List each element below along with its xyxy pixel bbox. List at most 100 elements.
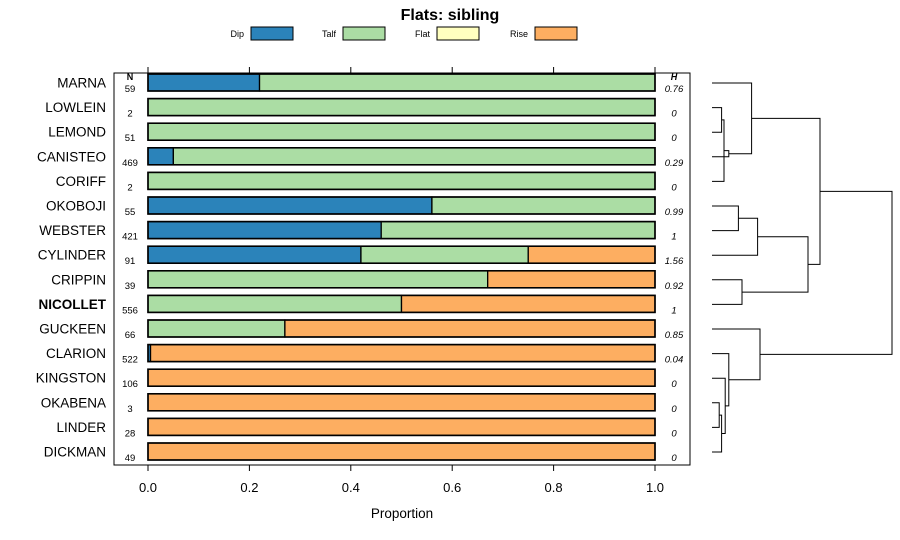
h-value-crippin: 0.92 bbox=[665, 281, 684, 292]
dendrogram-link-o bbox=[760, 190, 893, 355]
legend-label-dip: Dip bbox=[230, 29, 244, 39]
bar-webster-dip bbox=[147, 220, 382, 240]
bar-outline-guckeen bbox=[147, 319, 656, 338]
bar-outline-coriff bbox=[147, 171, 656, 191]
bar-guckeen-rise bbox=[284, 319, 656, 338]
bar-outline-clarion bbox=[147, 343, 656, 363]
legend-label-flat: Flat bbox=[415, 29, 431, 39]
bar-kingston-rise bbox=[147, 368, 656, 387]
n-value-linder: 28 bbox=[125, 428, 136, 439]
bar-dickman-rise bbox=[147, 442, 656, 461]
h-value-dickman: 0 bbox=[671, 453, 677, 464]
row-label-canisteo: CANISTEO bbox=[37, 149, 106, 164]
dendrogram bbox=[712, 82, 893, 453]
bar-outline-linder bbox=[147, 417, 656, 437]
row-label-okoboji: OKOBOJI bbox=[46, 199, 106, 214]
bar-okoboji-talf bbox=[431, 196, 656, 215]
plot-frame bbox=[113, 72, 691, 466]
bar-guckeen-talf bbox=[147, 319, 286, 338]
n-value-clarion: 522 bbox=[122, 355, 138, 366]
n-value-dickman: 49 bbox=[125, 453, 136, 464]
bar-outline-lowlein bbox=[147, 97, 656, 117]
bar-outline-kingston bbox=[147, 368, 656, 388]
bar-outline-dickman bbox=[147, 442, 656, 461]
legend-swatch-flat bbox=[436, 26, 480, 41]
h-value-webster: 1 bbox=[671, 232, 676, 243]
dendrogram-link-e bbox=[712, 205, 739, 232]
bar-outline-okoboji bbox=[147, 196, 656, 215]
n-value-lemond: 51 bbox=[125, 133, 136, 144]
row-label-webster: WEBSTER bbox=[39, 223, 106, 238]
bar-outline-lemond bbox=[147, 122, 656, 141]
n-value-kingston: 106 bbox=[122, 379, 138, 390]
bar-canisteo-talf bbox=[172, 147, 656, 166]
n-value-cylinder: 91 bbox=[125, 256, 136, 267]
bar-webster-talf bbox=[380, 220, 656, 240]
row-label-crippin: CRIPPIN bbox=[51, 272, 106, 287]
legend-swatch-talf bbox=[342, 26, 386, 41]
n-value-lowlein: 2 bbox=[127, 109, 132, 120]
legend-label-rise: Rise bbox=[510, 29, 528, 39]
row-label-dickman: DICKMAN bbox=[44, 445, 106, 460]
bar-nicollet-rise bbox=[400, 294, 656, 314]
x-tick-label-1-0: 1.0 bbox=[646, 480, 664, 495]
dendrogram-link-i bbox=[751, 117, 821, 265]
legend-swatch-rise bbox=[534, 26, 578, 41]
n-value-canisteo: 469 bbox=[122, 158, 138, 169]
row-label-okabena: OKABENA bbox=[41, 395, 106, 410]
bar-crippin-talf bbox=[147, 270, 489, 289]
n-value-crippin: 39 bbox=[125, 281, 136, 292]
bar-lowlein-talf bbox=[147, 97, 656, 117]
dendrogram-link-m bbox=[712, 353, 730, 407]
h-value-cylinder: 1.56 bbox=[665, 256, 684, 267]
legend-label-talf: Talf bbox=[322, 29, 337, 39]
dendrogram-link-g bbox=[712, 279, 743, 305]
x-tick-label-0-0: 0.0 bbox=[139, 480, 157, 495]
rows: MARNA 59 0.76 LOWLEIN 2 0 LEMOND 51 0 CANISTEO 469… bbox=[36, 73, 684, 464]
x-tick-label-0-2: 0.2 bbox=[240, 480, 258, 495]
chart-title: Flats: sibling bbox=[401, 7, 500, 24]
x-tick-label-0-6: 0.6 bbox=[443, 480, 461, 495]
dendrogram-link-l bbox=[712, 377, 726, 435]
row-label-kingston: KINGSTON bbox=[36, 371, 106, 386]
bar-canisteo-dip bbox=[147, 147, 175, 166]
row-label-nicollet: NICOLLET bbox=[39, 297, 107, 312]
n-value-guckeen: 66 bbox=[125, 330, 136, 341]
legend: Dip Talf Flat Rise bbox=[230, 26, 578, 41]
bar-outline-marna bbox=[147, 73, 656, 92]
h-value-lowlein: 0 bbox=[671, 109, 677, 120]
bar-nicollet-talf bbox=[147, 294, 403, 314]
bar-outline-cylinder bbox=[147, 245, 656, 264]
h-value-lemond: 0 bbox=[671, 133, 677, 144]
bar-outline-okabena bbox=[147, 392, 656, 412]
h-value-canisteo: 0.29 bbox=[665, 158, 684, 169]
h-value-okoboji: 0.99 bbox=[665, 207, 684, 218]
bar-coriff-talf bbox=[147, 171, 656, 191]
bar-lemond-talf bbox=[147, 122, 656, 141]
h-column-header: H bbox=[671, 72, 678, 82]
row-label-guckeen: GUCKEEN bbox=[39, 322, 106, 337]
row-label-coriff: CORIFF bbox=[56, 174, 106, 189]
dendrogram-link-a bbox=[712, 107, 723, 133]
dendrogram-link-h bbox=[742, 236, 809, 293]
h-value-nicollet: 1 bbox=[671, 305, 676, 316]
dendrogram-link-n bbox=[712, 328, 761, 381]
x-tick-label-0-8: 0.8 bbox=[545, 480, 563, 495]
bar-crippin-rise bbox=[487, 270, 656, 289]
bar-cylinder-dip bbox=[147, 245, 362, 264]
h-value-guckeen: 0.85 bbox=[665, 330, 684, 341]
dendrogram-link-b bbox=[712, 119, 725, 182]
bar-cylinder-talf bbox=[360, 245, 529, 264]
n-value-coriff: 2 bbox=[127, 182, 132, 193]
row-label-clarion: CLARION bbox=[46, 346, 106, 361]
h-value-okabena: 0 bbox=[671, 404, 677, 415]
bar-okoboji-dip bbox=[147, 196, 433, 215]
row-label-lowlein: LOWLEIN bbox=[45, 100, 106, 115]
row-label-marna: MARNA bbox=[57, 76, 106, 91]
n-value-nicollet: 556 bbox=[122, 305, 138, 316]
row-label-lemond: LEMOND bbox=[48, 125, 106, 140]
h-value-coriff: 0 bbox=[671, 182, 677, 193]
dendrogram-link-c bbox=[712, 150, 730, 158]
bar-cylinder-rise bbox=[527, 245, 656, 264]
